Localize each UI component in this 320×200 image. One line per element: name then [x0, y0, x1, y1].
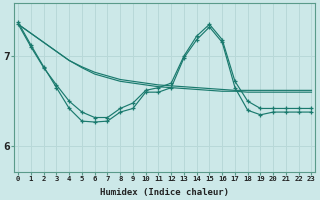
X-axis label: Humidex (Indice chaleur): Humidex (Indice chaleur) [100, 188, 229, 197]
